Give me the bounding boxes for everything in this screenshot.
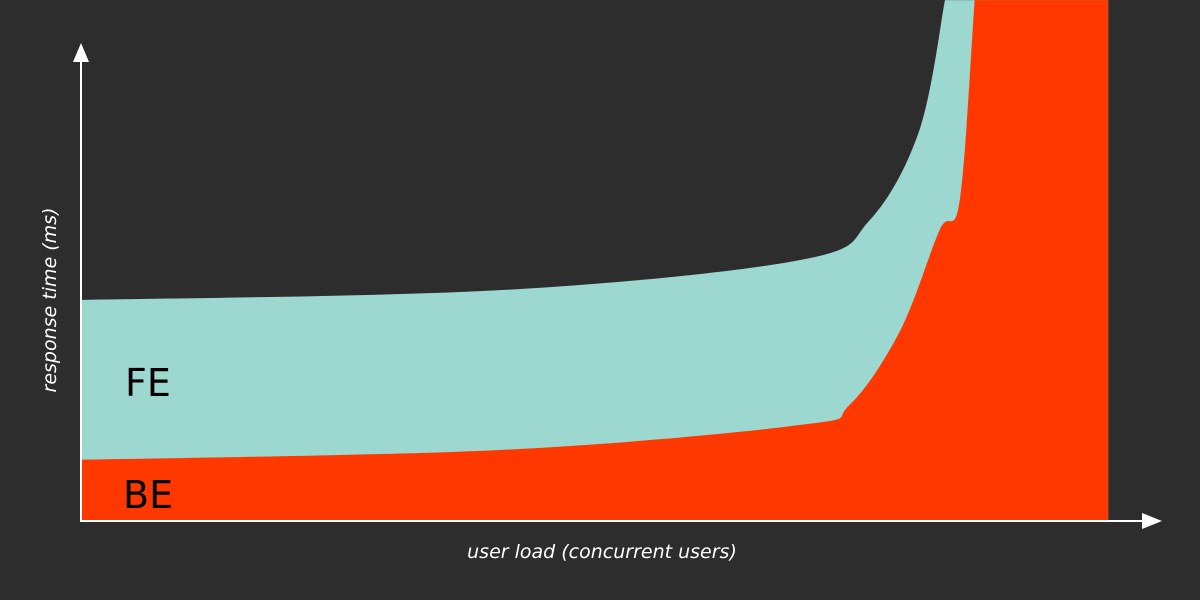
x-axis-arrow-icon <box>1142 513 1162 529</box>
be-area <box>80 0 1109 521</box>
fe-area <box>80 0 1109 521</box>
y-axis-arrow-icon <box>73 43 89 62</box>
y-axis-label: response time (ms) <box>39 208 61 393</box>
fe-label: FE <box>125 361 171 405</box>
be-label: BE <box>123 473 173 517</box>
x-axis-label: user load (concurrent users) <box>467 541 737 563</box>
